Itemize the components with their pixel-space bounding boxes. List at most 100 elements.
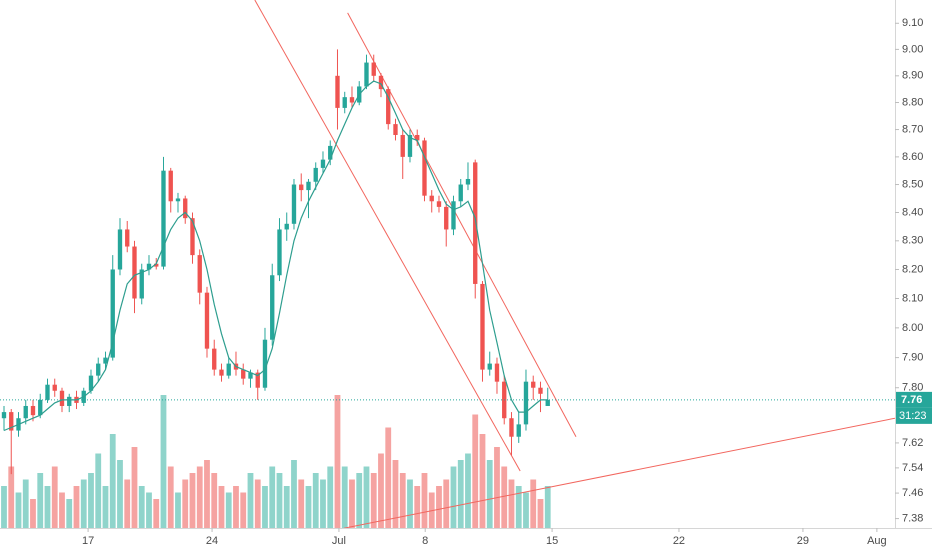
candle-body [67, 396, 72, 406]
volume-bar [15, 492, 22, 528]
volume-bar [189, 473, 196, 528]
y-tick-label: 7.80 [902, 382, 923, 394]
volume-bar [298, 479, 305, 528]
x-tick-label: 24 [206, 535, 218, 547]
volume-bar [153, 499, 160, 528]
price-badge-label: 7.76 [901, 394, 922, 406]
candle-body [531, 381, 536, 388]
candle-body [161, 170, 166, 267]
volume-bar [465, 453, 471, 528]
candle-body [473, 162, 478, 284]
volume-bar [211, 473, 218, 528]
y-tick-label: 8.00 [902, 322, 923, 334]
y-tick-label: 7.62 [902, 437, 923, 449]
volume-bar [95, 453, 102, 528]
volume-bar [501, 466, 508, 528]
volume-bar [146, 492, 152, 528]
candle-body [291, 184, 297, 224]
volume-bar [175, 492, 181, 528]
y-tick-label: 8.60 [902, 151, 923, 163]
volume-bar [225, 492, 232, 528]
volume-bar [254, 479, 261, 528]
candle-body [52, 384, 57, 391]
candle-body [96, 363, 101, 376]
candle-body [38, 399, 43, 416]
volume-bar [385, 427, 392, 528]
volume-bar [327, 466, 334, 528]
trend-line [343, 417, 895, 528]
candle-body [270, 275, 275, 340]
candle-body [190, 218, 195, 256]
candle-body [154, 263, 159, 267]
volume-bar [80, 479, 87, 528]
y-tick-label: 7.90 [902, 352, 923, 364]
candle-body [415, 134, 420, 141]
candle-body [328, 145, 333, 160]
volume-bar [233, 486, 239, 528]
candle-body [117, 229, 123, 270]
candle-body [212, 348, 217, 370]
candle-body [132, 246, 137, 299]
volume-bar [8, 466, 15, 528]
x-tick-label: 8 [422, 535, 428, 547]
candle-body [400, 134, 405, 157]
volume-bar [247, 473, 254, 528]
volume-bar [515, 486, 522, 528]
candle-body [248, 372, 253, 379]
candle-body [88, 375, 94, 391]
volume-bar [537, 499, 544, 528]
volume-bar [356, 473, 363, 528]
volume-bar [124, 479, 131, 528]
volume-bar [196, 466, 203, 528]
volume-bar [218, 486, 225, 528]
volume-bar [102, 486, 109, 528]
x-tick-label: Jul [332, 535, 346, 547]
volume-bar [494, 447, 500, 528]
candle-body [197, 255, 202, 293]
volume-bar [392, 460, 399, 528]
candle-body [255, 372, 260, 388]
y-tick-label: 7.46 [902, 487, 923, 499]
y-tick-label: 8.90 [902, 70, 923, 82]
volume-bar [414, 486, 421, 528]
candle-body [284, 223, 289, 230]
volume-bar [88, 473, 94, 528]
volume-bar [44, 486, 51, 528]
y-tick-label: 7.38 [902, 512, 923, 524]
candle-body [407, 134, 413, 157]
candle-body [320, 159, 326, 168]
candle-body [545, 399, 550, 406]
candle-body [9, 412, 14, 431]
price-badge [896, 391, 932, 408]
y-tick-label: 9.00 [902, 43, 923, 55]
candle-body [45, 384, 50, 400]
volume-bar [436, 486, 442, 528]
candle-body [523, 381, 529, 425]
volume-bar [117, 460, 123, 528]
candle-body [277, 229, 282, 276]
candle-body [458, 184, 463, 202]
candle-body [480, 283, 485, 370]
candle-body [444, 206, 449, 230]
volume-bar [269, 466, 276, 528]
volume-bar [334, 395, 341, 528]
candle-body [378, 75, 384, 90]
candle-body [509, 418, 514, 437]
y-tick-label: 7.54 [902, 462, 923, 474]
volume-bar [109, 434, 116, 528]
x-tick-label: 29 [797, 535, 809, 547]
trend-line [347, 12, 577, 437]
volume-bar [1, 486, 7, 528]
candle-body [436, 201, 442, 207]
candle-body [59, 390, 65, 406]
y-tick-label: 8.10 [902, 292, 923, 304]
x-tick-label: Aug [867, 535, 887, 547]
candle-body [538, 387, 543, 394]
candle-body [393, 124, 398, 135]
candle-body [103, 357, 108, 364]
trend-line [254, 0, 521, 472]
candle-body [183, 198, 188, 219]
candle-body [241, 369, 246, 379]
volume-bar [160, 395, 167, 528]
candle-body [429, 195, 434, 202]
